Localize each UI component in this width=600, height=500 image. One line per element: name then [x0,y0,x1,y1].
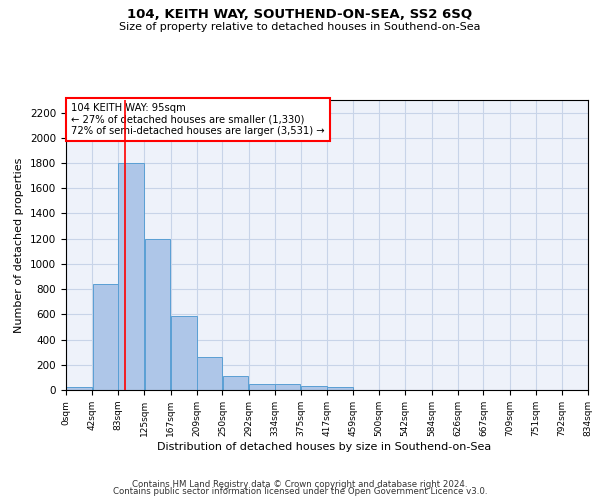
Text: Contains HM Land Registry data © Crown copyright and database right 2024.: Contains HM Land Registry data © Crown c… [132,480,468,489]
Text: 104, KEITH WAY, SOUTHEND-ON-SEA, SS2 6SQ: 104, KEITH WAY, SOUTHEND-ON-SEA, SS2 6SQ [127,8,473,20]
Bar [171,316,197,390]
Bar [197,357,222,390]
Bar [118,163,144,390]
Bar [67,387,92,390]
Text: Distribution of detached houses by size in Southend-on-Sea: Distribution of detached houses by size … [157,442,491,452]
Bar [249,384,275,390]
Bar [328,388,353,390]
Text: Size of property relative to detached houses in Southend-on-Sea: Size of property relative to detached ho… [119,22,481,32]
Bar [275,384,301,390]
Text: Contains public sector information licensed under the Open Government Licence v3: Contains public sector information licen… [113,488,487,496]
Bar [145,238,170,390]
Bar [301,386,326,390]
Text: 104 KEITH WAY: 95sqm
← 27% of detached houses are smaller (1,330)
72% of semi-de: 104 KEITH WAY: 95sqm ← 27% of detached h… [71,103,325,136]
Bar [92,284,118,390]
Bar [223,376,248,390]
Y-axis label: Number of detached properties: Number of detached properties [14,158,25,332]
